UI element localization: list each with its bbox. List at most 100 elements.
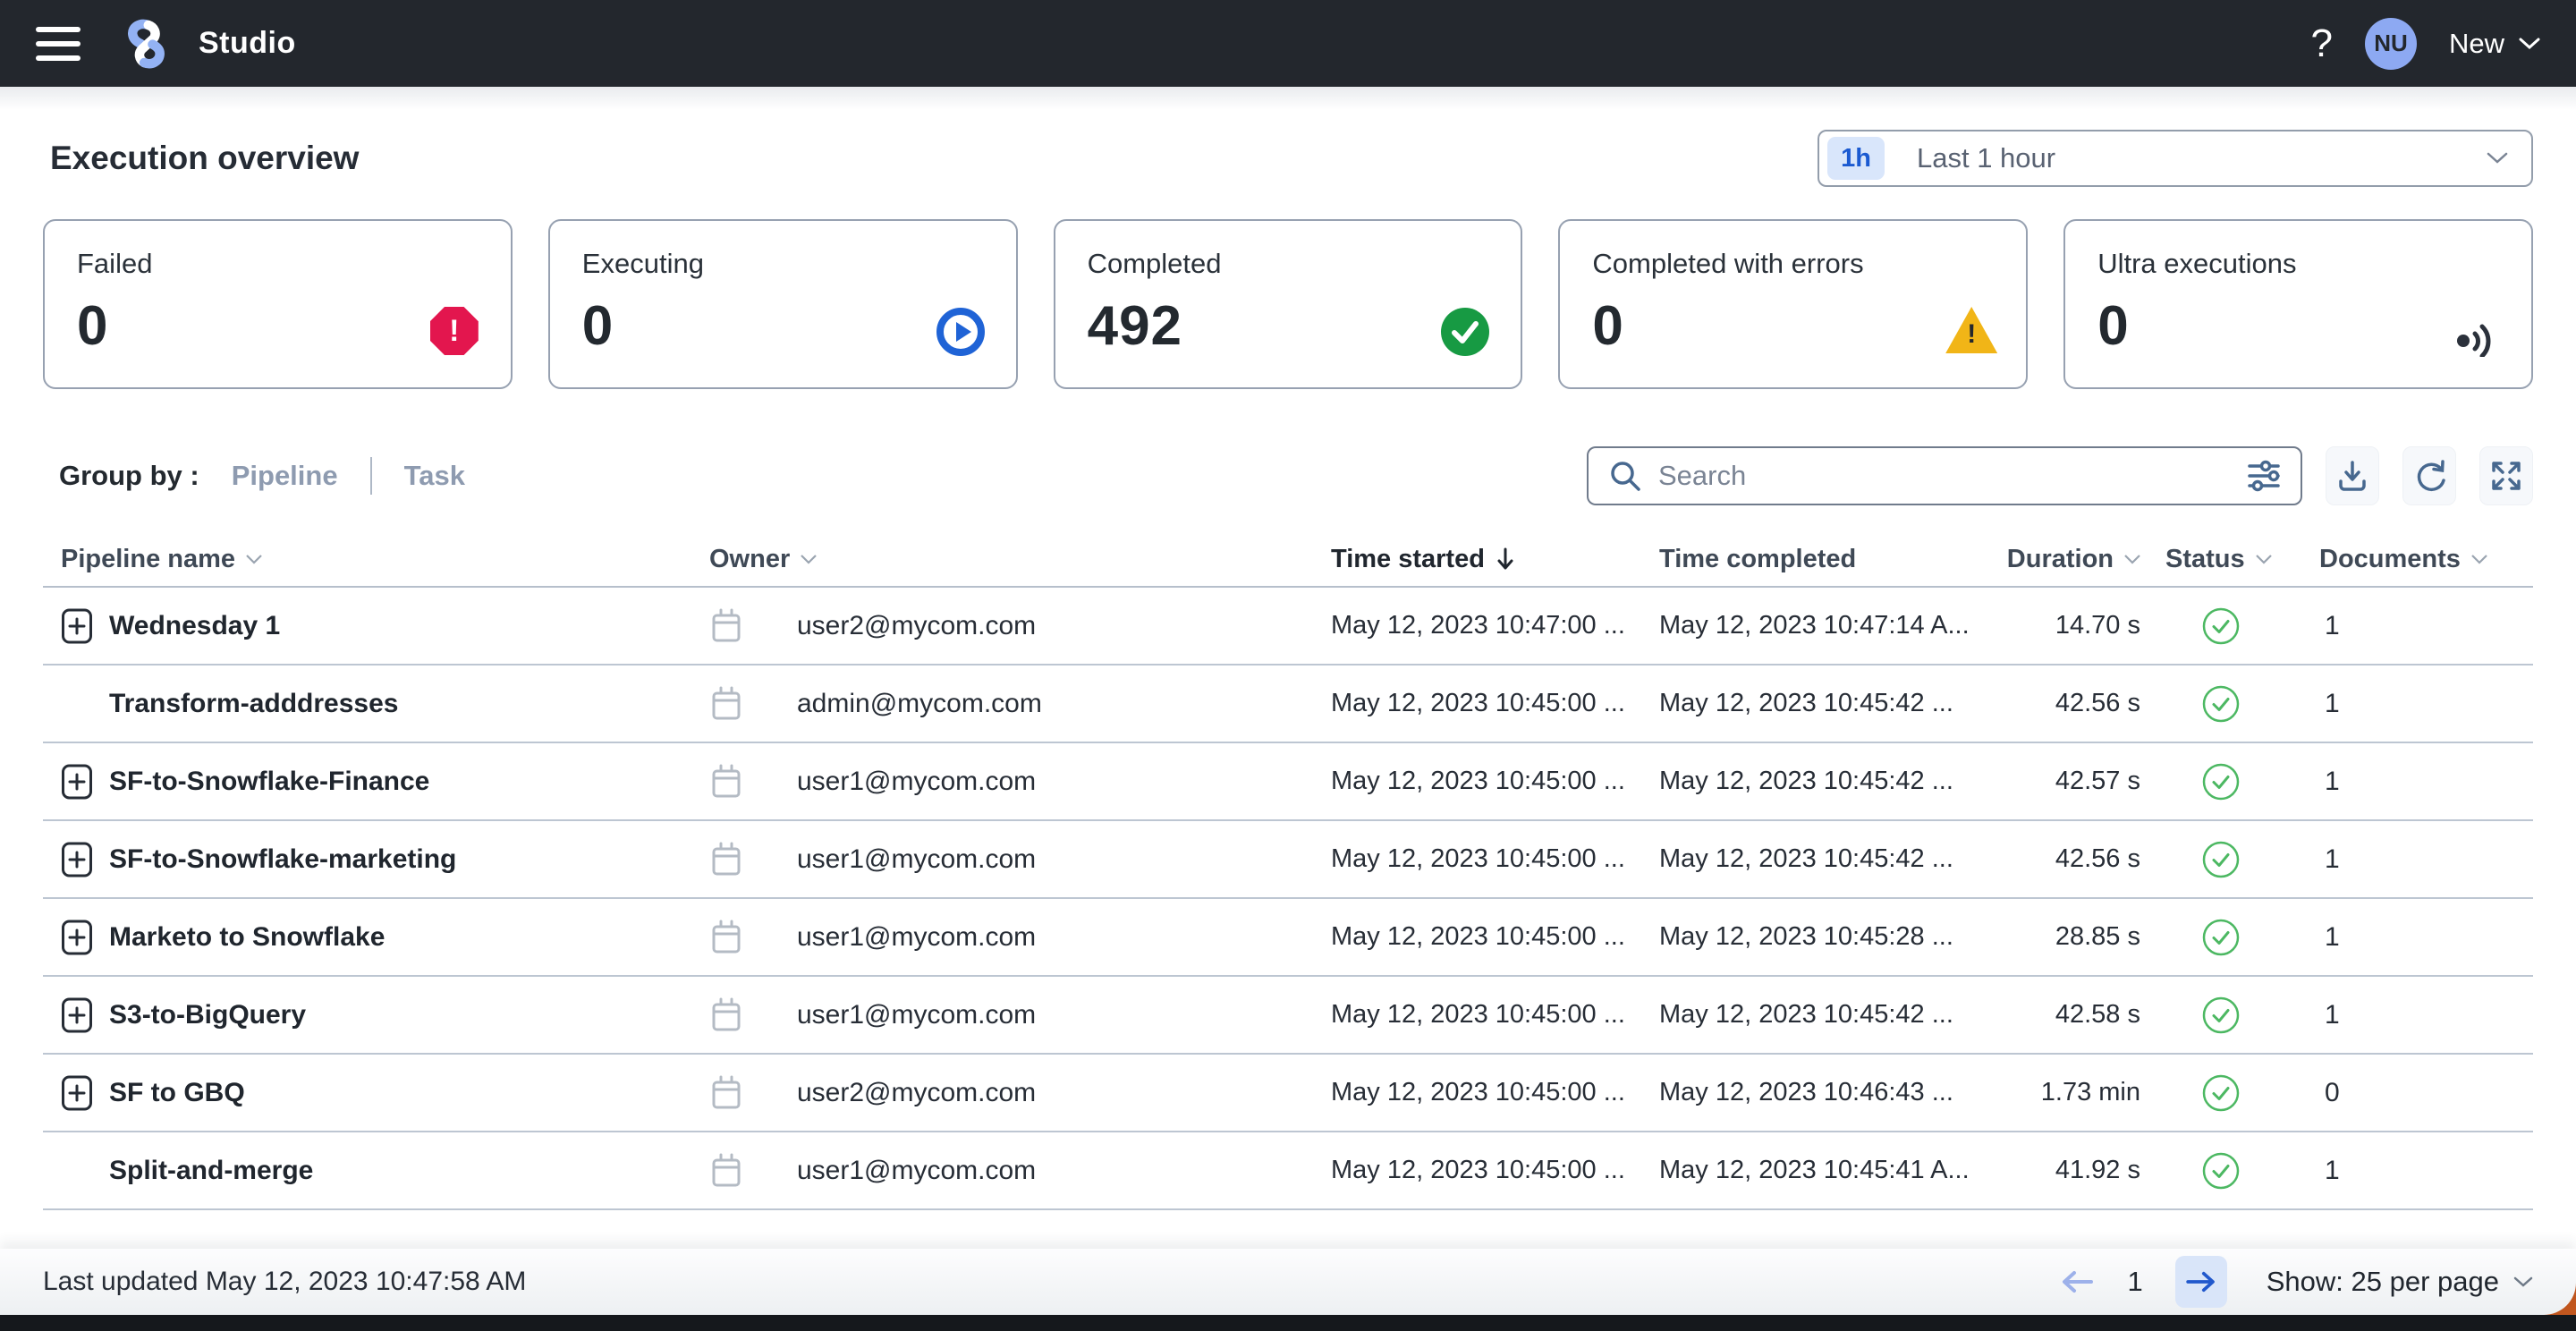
expand-row-icon[interactable] xyxy=(61,841,93,878)
pipeline-name: Transform-adddresses xyxy=(109,688,399,718)
status-cell xyxy=(2148,684,2300,724)
stat-card-completed[interactable]: Completed 492 xyxy=(1053,219,1523,389)
pipeline-name-cell: SF to GBQ xyxy=(61,1074,709,1112)
avatar[interactable]: NU xyxy=(2364,17,2417,70)
stat-card-ultra-executions[interactable]: Ultra executions 0 xyxy=(2063,219,2533,389)
time-range-label: Last 1 hour xyxy=(1917,142,2056,174)
duration-cell: 42.56 s xyxy=(2055,689,2140,717)
hamburger-menu-icon[interactable] xyxy=(36,26,80,61)
table-row[interactable]: SF-to-Snowflake-marketing user1@mycom.co… xyxy=(43,821,2533,899)
time-started-cell: May 12, 2023 10:47:00 ... xyxy=(1331,611,1625,640)
previous-page-button[interactable] xyxy=(2058,1269,2096,1294)
refresh-button[interactable] xyxy=(2402,446,2456,505)
stat-card-failed[interactable]: Failed 0 ! xyxy=(43,219,513,389)
footer-bar: Last updated May 12, 2023 10:47:58 AM 1 … xyxy=(0,1249,2576,1315)
table-row[interactable]: Wednesday 1 user2@mycom.com May 12, 2023… xyxy=(43,588,2533,666)
status-completed-icon xyxy=(2202,996,2240,1033)
chevron-down-icon xyxy=(2513,1276,2533,1287)
expand-row-icon[interactable] xyxy=(61,763,93,801)
calendar-icon xyxy=(709,841,743,878)
stat-card-completed-with-errors[interactable]: Completed with errors 0 ! xyxy=(1558,219,2029,389)
owner-email: user1@mycom.com xyxy=(797,999,1037,1030)
user-menu-label: New xyxy=(2448,27,2504,59)
stat-card-executing[interactable]: Executing 0 xyxy=(547,219,1018,389)
expand-row-icon[interactable] xyxy=(61,919,93,956)
page-size-select[interactable]: Show: 25 per page xyxy=(2267,1266,2533,1298)
time-range-badge: 1h xyxy=(1827,137,1885,180)
user-menu[interactable]: New xyxy=(2449,28,2540,60)
bottom-dark-bar xyxy=(0,1315,2576,1331)
stat-card-value: 0 xyxy=(581,295,614,357)
search-icon xyxy=(1611,462,1640,491)
column-header-time-completed[interactable]: Time completed xyxy=(1659,544,1857,573)
owner-cell: user1@mycom.com xyxy=(709,919,1331,956)
column-header-duration[interactable]: Duration xyxy=(1982,545,2148,574)
table-row[interactable]: S3-to-BigQuery user1@mycom.com May 12, 2… xyxy=(43,977,2533,1055)
chevron-down-icon xyxy=(801,554,818,564)
owner-cell: user1@mycom.com xyxy=(709,1152,1331,1190)
pipeline-name: SF to GBQ xyxy=(109,1077,245,1107)
pipeline-name-cell: SF-to-Snowflake-marketing xyxy=(61,841,709,878)
failed-octagon-icon: ! xyxy=(429,307,480,357)
column-header-status[interactable]: Status xyxy=(2148,545,2300,574)
pagination: 1 Show: 25 per page xyxy=(2058,1256,2534,1308)
expand-row-icon[interactable] xyxy=(61,607,93,645)
owner-cell: user1@mycom.com xyxy=(709,763,1331,801)
app-logo-icon[interactable] xyxy=(118,19,168,69)
table-row[interactable]: Marketo to Snowflake user1@mycom.com May… xyxy=(43,899,2533,977)
group-by-pipeline[interactable]: Pipeline xyxy=(231,460,338,491)
column-header-documents[interactable]: Documents xyxy=(2300,545,2533,574)
expand-row-icon[interactable] xyxy=(61,996,93,1034)
column-header-owner[interactable]: Owner xyxy=(709,545,1331,574)
next-page-button[interactable] xyxy=(2174,1256,2227,1308)
column-header-pipeline-name[interactable]: Pipeline name xyxy=(61,545,709,574)
expand-row-icon[interactable] xyxy=(61,1074,93,1112)
download-button[interactable] xyxy=(2326,446,2379,505)
pipeline-name: SF-to-Snowflake-Finance xyxy=(109,766,430,796)
time-completed-cell: May 12, 2023 10:45:42 ... xyxy=(1659,767,1953,795)
refresh-icon xyxy=(2417,460,2445,492)
owner-email: user1@mycom.com xyxy=(797,1155,1037,1185)
sort-descending-icon xyxy=(1497,547,1513,570)
stat-card-label: Failed xyxy=(77,248,153,279)
table-row[interactable]: Split-and-merge user1@mycom.com May 12, … xyxy=(43,1132,2533,1210)
search-box[interactable] xyxy=(1587,446,2302,505)
time-started-cell: May 12, 2023 10:45:00 ... xyxy=(1331,1000,1625,1029)
stat-card-value: 0 xyxy=(77,295,109,357)
divider xyxy=(369,457,372,495)
chevron-down-icon xyxy=(246,554,262,564)
pipeline-name-cell: Marketo to Snowflake xyxy=(61,919,709,956)
owner-cell: user1@mycom.com xyxy=(709,841,1331,878)
time-range-select[interactable]: 1h Last 1 hour xyxy=(1818,130,2533,187)
time-started-cell: May 12, 2023 10:45:00 ... xyxy=(1331,1078,1625,1106)
table-row[interactable]: SF-to-Snowflake-Finance user1@mycom.com … xyxy=(43,743,2533,821)
table-row[interactable]: Transform-adddresses admin@mycom.com May… xyxy=(43,666,2533,743)
stat-cards: Failed 0 ! Executing 0 Completed 492 Com… xyxy=(43,219,2533,389)
time-completed-cell: May 12, 2023 10:45:42 ... xyxy=(1659,1000,1953,1029)
table-body: Wednesday 1 user2@mycom.com May 12, 2023… xyxy=(43,588,2533,1210)
help-icon[interactable]: ? xyxy=(2310,21,2333,65)
status-cell xyxy=(2148,1151,2300,1191)
documents-count-cell: 1 xyxy=(2325,1155,2340,1185)
warning-triangle-icon: ! xyxy=(1945,307,1998,357)
status-completed-icon xyxy=(2202,1074,2240,1111)
chevron-down-icon xyxy=(2519,38,2540,49)
executing-play-icon xyxy=(936,307,986,357)
pipeline-name-cell: SF-to-Snowflake-Finance xyxy=(61,763,709,801)
calendar-icon xyxy=(709,1152,743,1190)
group-by-task[interactable]: Task xyxy=(403,460,465,491)
column-header-time-started[interactable]: Time started xyxy=(1331,545,1659,574)
time-started-cell: May 12, 2023 10:45:00 ... xyxy=(1331,1156,1625,1184)
owner-email: user2@mycom.com xyxy=(797,1077,1037,1107)
status-cell xyxy=(2148,918,2300,957)
stat-card-label: Executing xyxy=(581,248,704,279)
expand-button[interactable] xyxy=(2479,446,2533,505)
status-cell xyxy=(2148,840,2300,879)
search-input[interactable] xyxy=(1658,460,2245,492)
table-row[interactable]: SF to GBQ user2@mycom.com May 12, 2023 1… xyxy=(43,1055,2533,1132)
pipeline-name: SF-to-Snowflake-marketing xyxy=(109,844,457,874)
filter-sliders-icon[interactable] xyxy=(2245,457,2283,495)
chevron-down-icon xyxy=(2124,554,2140,564)
footer-area: Last updated May 12, 2023 10:47:58 AM 1 … xyxy=(0,1249,2576,1331)
top-bar: Studio ? NU New xyxy=(0,0,2576,87)
